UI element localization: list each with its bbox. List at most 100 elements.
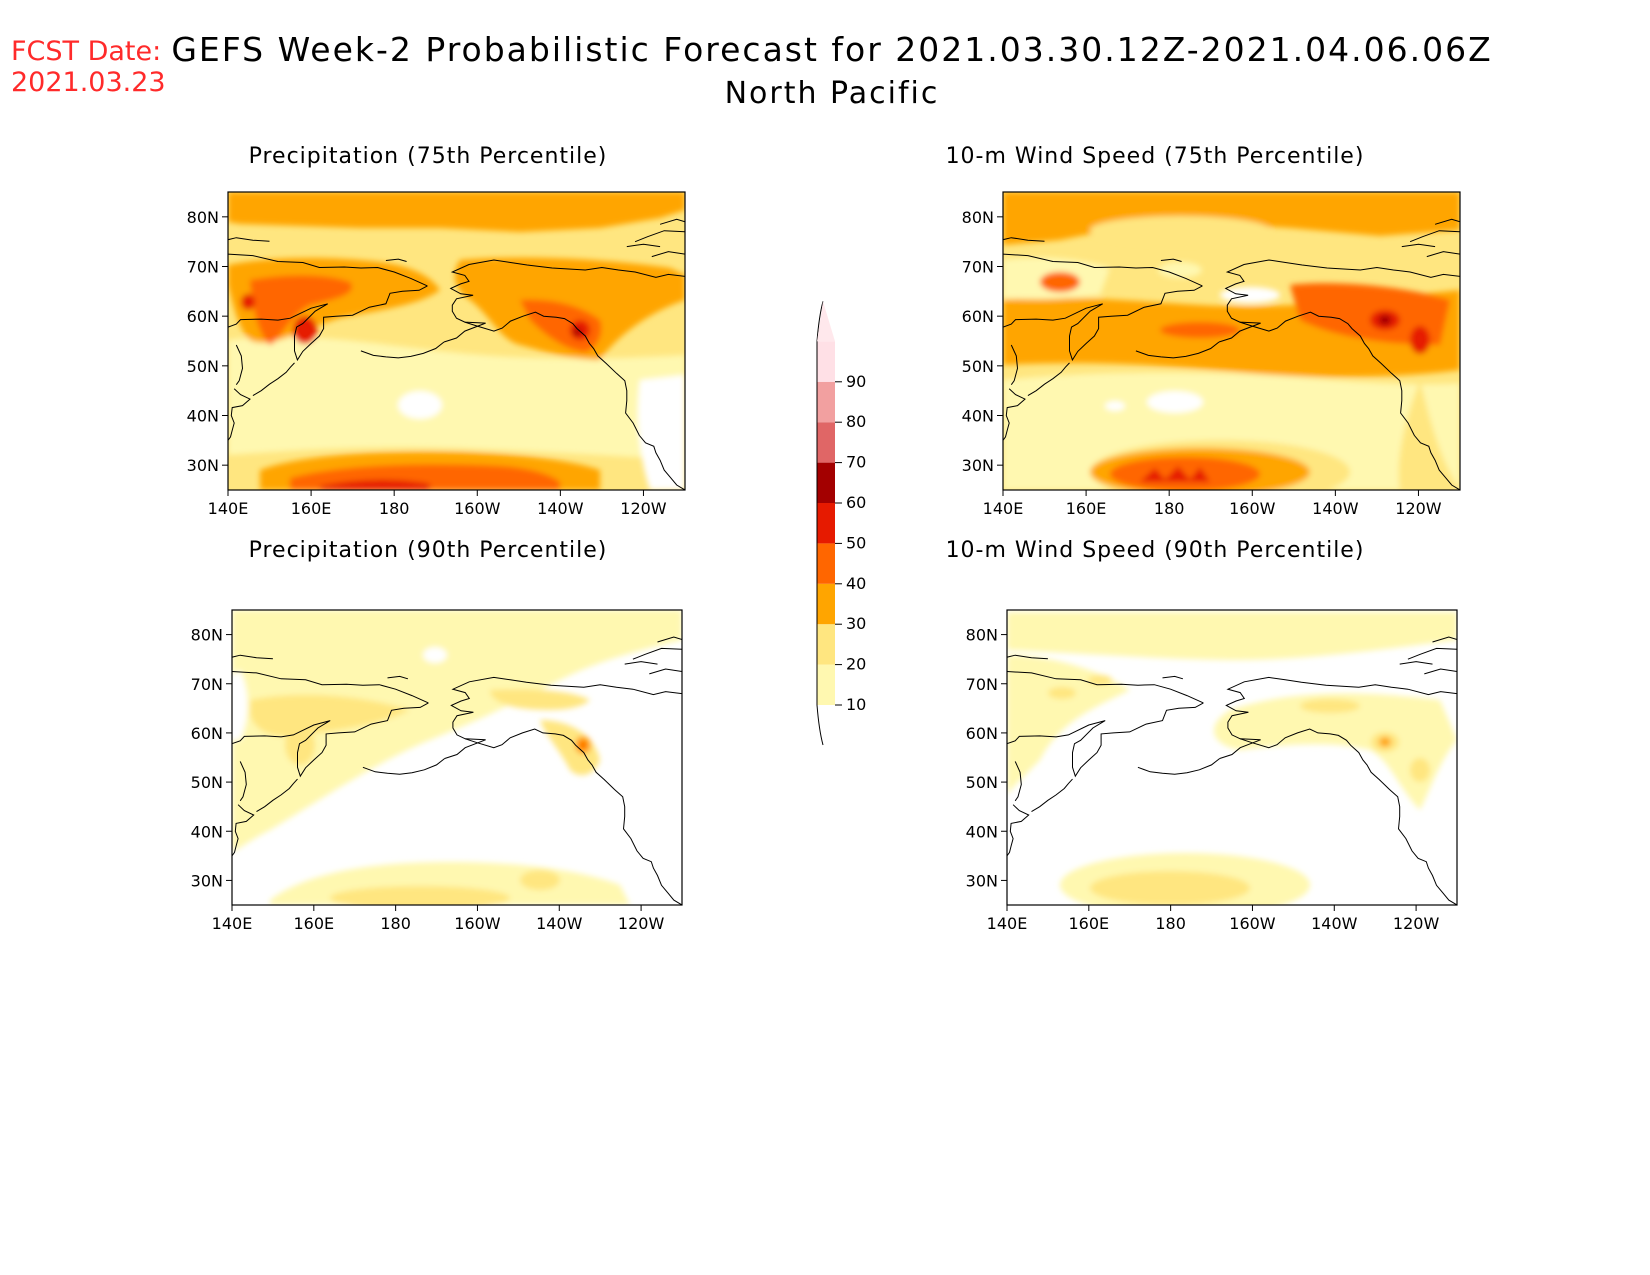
forecast-date-value: 2021.03.23 bbox=[11, 67, 166, 98]
coastline bbox=[649, 668, 682, 675]
lat-tick-label: 70N bbox=[187, 258, 219, 277]
coastline bbox=[1003, 388, 1026, 441]
lon-tick-label: 180 bbox=[379, 499, 410, 518]
colorbar-label: 10 bbox=[846, 695, 866, 714]
lon-tick-label: 160W bbox=[454, 914, 501, 933]
lon-tick-label: 140E bbox=[208, 499, 249, 518]
coastline bbox=[228, 285, 428, 362]
precip75-coastlines bbox=[228, 218, 685, 490]
coastline bbox=[228, 253, 428, 287]
lat-tick-label: 70N bbox=[191, 675, 223, 694]
lon-tick-label: 140W bbox=[1312, 499, 1359, 518]
coastline bbox=[385, 258, 407, 262]
wind75-coastlines bbox=[1003, 218, 1460, 490]
lat-tick-label: 50N bbox=[966, 773, 998, 792]
precip90-shading bbox=[232, 610, 682, 905]
lon-tick-label: 120W bbox=[620, 499, 667, 518]
coastline bbox=[651, 251, 685, 258]
colorbar-label: 70 bbox=[846, 453, 866, 472]
coastline bbox=[1219, 676, 1457, 759]
lat-tick-label: 40N bbox=[962, 407, 994, 426]
colorbar-bottom-cap bbox=[816, 704, 824, 746]
wind90-coastlines bbox=[1007, 636, 1457, 905]
coastline bbox=[1027, 362, 1070, 397]
wind90-axes: 80N 70N 60N 50N 40N 30N 140E 160E 180 160W 140W 120… bbox=[966, 626, 1440, 933]
coastline bbox=[1010, 344, 1019, 385]
coastline bbox=[465, 728, 682, 905]
lon-tick-label: 160E bbox=[1068, 914, 1109, 933]
coastline bbox=[1432, 636, 1457, 643]
lon-tick-label: 180 bbox=[1154, 499, 1185, 518]
wind75-axes: 80N 70N 60N 50N 40N 30N 140E 160E 180 160W 140W 120… bbox=[962, 208, 1442, 518]
coastline bbox=[232, 671, 429, 704]
lon-tick-label: 140E bbox=[983, 499, 1024, 518]
coastline bbox=[1239, 311, 1460, 490]
coastline bbox=[1401, 243, 1436, 248]
colorbar-label: 50 bbox=[846, 533, 866, 552]
coastline bbox=[659, 218, 685, 225]
coastline bbox=[362, 758, 446, 775]
panel-title-wind90: 10-m Wind Speed (90th Percentile) bbox=[945, 538, 1365, 563]
lat-tick-label: 60N bbox=[962, 307, 994, 326]
colorbar: 10 20 30 40 50 60 70 80 90 bbox=[816, 301, 866, 746]
lat-tick-label: 30N bbox=[187, 456, 219, 475]
wind75-frame bbox=[1002, 191, 1461, 491]
coastline bbox=[626, 243, 661, 248]
coastline bbox=[1240, 728, 1457, 905]
colorbar-top-cap bbox=[816, 301, 824, 342]
precip75-axes: 80N 70N 60N 50N 40N 30N 140E 160E 180 160W 140W 120… bbox=[187, 208, 667, 518]
colorbar-swatch bbox=[817, 503, 835, 544]
panel-title-wind75: 10-m Wind Speed (75th Percentile) bbox=[945, 144, 1365, 169]
colorbar-label: 80 bbox=[846, 412, 866, 431]
panel-title-precip90: Precipitation (90th Percentile) bbox=[248, 538, 608, 563]
forecast-date-block: FCST Date: 2021.03.23 bbox=[11, 36, 166, 98]
lon-tick-label: 140E bbox=[212, 914, 253, 933]
precip90-frame bbox=[231, 609, 683, 906]
coastline bbox=[387, 675, 409, 680]
lat-tick-label: 40N bbox=[966, 822, 998, 841]
colorbar-swatch bbox=[817, 583, 835, 625]
map-panel-wind75: 80N 70N 60N 50N 40N 30N 140E 160E 180 160W 140W 120… bbox=[962, 191, 1461, 518]
colorbar-label: 20 bbox=[846, 655, 866, 674]
lat-tick-label: 30N bbox=[962, 456, 994, 475]
colorbar-swatch bbox=[817, 422, 835, 463]
coastline bbox=[1007, 671, 1204, 704]
coastline bbox=[464, 311, 685, 490]
coastline bbox=[1407, 647, 1457, 660]
coastline bbox=[232, 804, 255, 857]
coastline bbox=[360, 341, 445, 359]
lat-tick-label: 40N bbox=[191, 822, 223, 841]
coastline bbox=[632, 647, 682, 660]
colorbar-swatch bbox=[817, 381, 835, 423]
precip75-shading bbox=[228, 192, 685, 490]
coastline bbox=[232, 654, 273, 660]
map-panel-precip90: 80N 70N 60N 50N 40N 30N 140E 160E 180 160W 140W 120… bbox=[191, 609, 683, 933]
colorbar-swatch bbox=[817, 543, 835, 584]
lon-tick-label: 160W bbox=[1229, 499, 1276, 518]
coastline bbox=[228, 388, 251, 441]
lon-tick-label: 120W bbox=[618, 914, 665, 933]
coastline bbox=[1162, 675, 1184, 680]
coastline bbox=[1426, 251, 1460, 258]
lon-tick-label: 160E bbox=[293, 914, 334, 933]
coastline bbox=[1003, 285, 1203, 362]
lon-tick-label: 160W bbox=[454, 499, 501, 518]
lat-tick-label: 60N bbox=[187, 307, 219, 326]
lat-tick-label: 50N bbox=[191, 773, 223, 792]
coastline bbox=[444, 676, 682, 759]
coastline bbox=[634, 230, 685, 243]
colorbar-top-triangle bbox=[817, 301, 835, 342]
colorbar-label: 90 bbox=[846, 372, 866, 391]
lat-tick-label: 80N bbox=[966, 626, 998, 645]
coastline bbox=[228, 237, 270, 242]
coastline bbox=[1424, 668, 1457, 675]
lon-tick-label: 120W bbox=[1393, 914, 1440, 933]
lat-tick-label: 30N bbox=[966, 871, 998, 890]
region-title: North Pacific bbox=[724, 76, 940, 111]
coastline bbox=[1007, 804, 1030, 857]
coastline bbox=[1399, 661, 1433, 665]
page-title: GEFS Week-2 Probabilistic Forecast for 2… bbox=[171, 30, 1493, 69]
colorbar-label: 30 bbox=[846, 614, 866, 633]
coastline bbox=[443, 259, 685, 343]
